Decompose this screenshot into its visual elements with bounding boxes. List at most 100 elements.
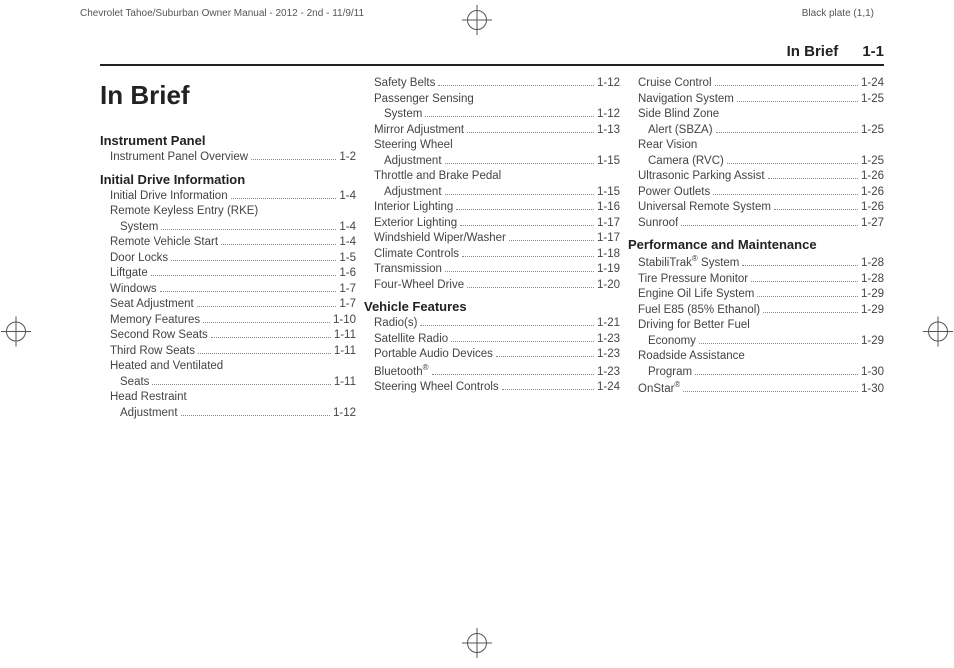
toc-entry-page: 1-23 <box>597 347 620 363</box>
toc-entry-page: 1-11 <box>334 344 356 360</box>
toc-leader-dots <box>451 341 594 342</box>
toc-entry-page: 1-5 <box>339 251 356 267</box>
toc-entry: System1-4 <box>100 220 356 236</box>
toc-entry-page: 1-6 <box>339 266 356 282</box>
toc-entry-page: 1-26 <box>861 169 884 185</box>
toc-entry-page: 1-12 <box>333 406 356 422</box>
toc-entry-page: 1-4 <box>339 235 356 251</box>
toc-leader-dots <box>763 312 858 313</box>
toc-leader-dots <box>203 322 330 323</box>
toc-leader-dots <box>467 287 594 288</box>
registration-mark-left <box>6 322 26 347</box>
toc-entry-label: Four-Wheel Drive <box>374 278 464 294</box>
toc-leader-dots <box>161 229 336 230</box>
registration-mark-bottom <box>467 633 487 658</box>
toc-entry: Mirror Adjustment1-13 <box>364 123 620 139</box>
manual-title-text: Chevrolet Tahoe/Suburban Owner Manual - … <box>80 8 364 19</box>
toc-entry: Adjustment1-12 <box>100 406 356 422</box>
toc-entry-page: 1-28 <box>861 256 884 272</box>
toc-entry-page: 1-15 <box>597 185 620 201</box>
toc-leader-dots <box>716 132 858 133</box>
toc-leader-dots <box>181 415 330 416</box>
toc-entry-page: 1-7 <box>339 297 356 313</box>
running-page: 1-1 <box>862 43 884 60</box>
toc-leader-dots <box>231 198 337 199</box>
toc-leader-dots <box>768 178 858 179</box>
toc-entry: Throttle and Brake Pedal <box>364 169 620 185</box>
toc-entry: Economy1-29 <box>628 334 884 350</box>
toc-leader-dots <box>509 240 594 241</box>
running-header: In Brief 1-1 <box>100 43 884 66</box>
toc-entry-label: Sunroof <box>638 216 678 232</box>
toc-entry-label: Side Blind Zone <box>638 107 719 123</box>
toc-column: In BriefInstrument PanelInstrument Panel… <box>100 76 356 421</box>
toc-entry-page: 1-25 <box>861 92 884 108</box>
toc-entry: Passenger Sensing <box>364 92 620 108</box>
toc-leader-dots <box>152 384 330 385</box>
toc-entry-page: 1-29 <box>861 303 884 319</box>
toc-entry: OnStar®1-30 <box>628 380 884 397</box>
toc-section-heading: Instrument Panel <box>100 133 356 148</box>
toc-entry: Tire Pressure Monitor1-28 <box>628 272 884 288</box>
toc-entry: Remote Vehicle Start1-4 <box>100 235 356 251</box>
toc-leader-dots <box>432 374 594 375</box>
toc-entry: Bluetooth®1-23 <box>364 363 620 380</box>
toc-leader-dots <box>774 209 858 210</box>
toc-entry-label: Safety Belts <box>374 76 435 92</box>
toc-column: Safety Belts1-12Passenger SensingSystem1… <box>364 76 620 421</box>
toc-entry: Four-Wheel Drive1-20 <box>364 278 620 294</box>
toc-entry-label: Program <box>648 365 692 381</box>
toc-entry: Liftgate 1-6 <box>100 266 356 282</box>
toc-entry-label: Steering Wheel <box>374 138 453 154</box>
toc-leader-dots <box>445 271 594 272</box>
toc-leader-dots <box>425 116 594 117</box>
toc-entry: Adjustment1-15 <box>364 154 620 170</box>
toc-entry: Cruise Control1-24 <box>628 76 884 92</box>
toc-entry: Steering Wheel Controls1-24 <box>364 380 620 396</box>
toc-entry-label: Second Row Seats <box>110 328 208 344</box>
toc-leader-dots <box>211 337 331 338</box>
toc-entry-page: 1-21 <box>597 316 620 332</box>
toc-entry: Climate Controls1-18 <box>364 247 620 263</box>
toc-entry-label: Economy <box>648 334 696 350</box>
toc-entry: Head Restraint <box>100 390 356 406</box>
toc-leader-dots <box>742 265 858 266</box>
toc-entry: Sunroof1-27 <box>628 216 884 232</box>
toc-leader-dots <box>198 353 331 354</box>
toc-entry-label: Memory Features <box>110 313 200 329</box>
toc-leader-dots <box>420 325 594 326</box>
toc-entry-page: 1-18 <box>597 247 620 263</box>
toc-entry-label: Roadside Assistance <box>638 349 745 365</box>
toc-entry-label: Third Row Seats <box>110 344 195 360</box>
toc-entry-page: 1-26 <box>861 200 884 216</box>
toc-entry-label: Camera (RVC) <box>648 154 724 170</box>
toc-entry-label: Navigation System <box>638 92 734 108</box>
toc-entry-label: Power Outlets <box>638 185 710 201</box>
toc-entry-page: 1-25 <box>861 123 884 139</box>
toc-entry-label: Liftgate <box>110 266 148 282</box>
toc-entry-page: 1-11 <box>334 375 356 391</box>
toc-leader-dots <box>727 163 858 164</box>
toc-entry: Rear Vision <box>628 138 884 154</box>
toc-entry-label: Rear Vision <box>638 138 697 154</box>
toc-entry-page: 1-13 <box>597 123 620 139</box>
toc-entry: Seats1-11 <box>100 375 356 391</box>
toc-entry: Safety Belts1-12 <box>364 76 620 92</box>
toc-entry-page: 1-16 <box>597 200 620 216</box>
toc-leader-dots <box>221 244 336 245</box>
toc-entry: Side Blind Zone <box>628 107 884 123</box>
toc-entry-page: 1-29 <box>861 287 884 303</box>
toc-entry: Driving for Better Fuel <box>628 318 884 334</box>
toc-entry-label: Throttle and Brake Pedal <box>374 169 501 185</box>
toc-entry-page: 1-23 <box>597 365 620 381</box>
toc-entry-label: Remote Keyless Entry (RKE) <box>110 204 258 220</box>
toc-entry: Steering Wheel <box>364 138 620 154</box>
toc-entry-page: 1-26 <box>861 185 884 201</box>
toc-entry-page: 1-12 <box>597 107 620 123</box>
toc-entry-page: 1-30 <box>861 365 884 381</box>
toc-entry-label: Ultrasonic Parking Assist <box>638 169 765 185</box>
toc-entry-label: Tire Pressure Monitor <box>638 272 748 288</box>
toc-leader-dots <box>683 391 858 392</box>
toc-entry-label: Alert (SBZA) <box>648 123 713 139</box>
toc-entry: Instrument Panel Overview1-2 <box>100 150 356 166</box>
